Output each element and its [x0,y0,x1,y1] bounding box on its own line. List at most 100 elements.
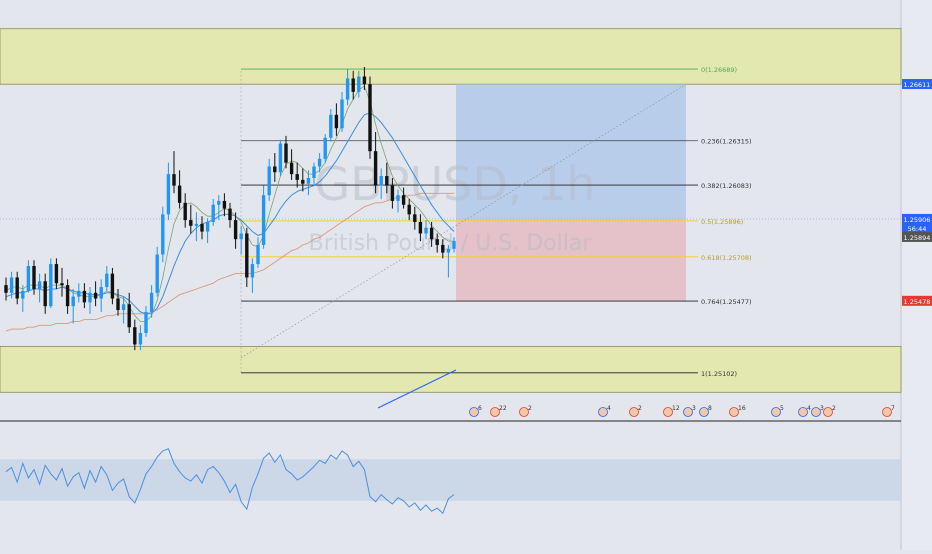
position-layer [0,84,901,301]
candle-body [441,244,445,253]
candle-body [222,200,227,209]
fib-label-0.764: 0.764(1.25477) [701,298,752,306]
event-marker-count: 4 [807,405,811,412]
candle-body [166,174,171,215]
candle-body [200,223,204,232]
events-layer: 6 22 2 4 2 12 3 8 16 5 4 3 2 7 [469,405,895,417]
candle-body [385,176,389,186]
candle-body [194,223,199,226]
position-stop-box [456,218,686,301]
event-marker-icon [683,407,693,417]
candle-body [121,304,126,311]
watermark-symbol: GBPUSD, 1h [315,157,596,211]
fib-label-0.618: 0.618(1.25708) [701,254,752,262]
event-marker-icon [699,407,709,417]
candle-body [334,114,339,129]
candle-body [49,264,53,307]
candle-body [65,285,70,307]
rsi-layer [0,448,901,515]
candle-body [373,151,378,186]
candle-body [233,220,238,240]
candle-body [401,195,406,205]
candle-body [21,290,25,299]
candle-body [390,185,395,201]
candle-body [301,179,305,184]
event-marker-icon [882,407,892,417]
event-marker-icon [469,407,479,417]
candle-body [245,233,249,278]
candle-body [228,208,232,221]
fib-label-0: 0(1.26689) [701,66,737,74]
price-label-bg [902,213,932,224]
fib-label-0.382: 0.382(1.26083) [701,182,752,190]
price-label: 1.25478 [904,298,931,306]
candle-body [172,174,176,186]
candle-body [177,185,182,203]
candle-body [289,162,294,175]
watermark-description: British Pound / U.S. Dollar [309,231,593,256]
candle-body [452,241,456,249]
event-marker-count: 5 [780,405,784,412]
candle-body [37,281,42,289]
event-marker-count: 4 [607,405,611,412]
candles-layer [4,66,456,351]
candle-body [116,298,120,311]
candle-body [362,76,367,85]
event-marker-count: 6 [478,405,482,412]
event-marker-count: 2 [832,405,836,412]
candle-body [446,248,451,253]
event-marker-icon [729,407,739,417]
event-marker-icon [490,407,500,417]
candle-body [351,78,355,92]
zones-layer [0,28,902,393]
candle-body [256,244,260,265]
price-label: 1.25906 [904,216,931,224]
candle-body [413,214,417,222]
candle-body [205,221,210,232]
candle-body [396,195,400,201]
candle-body [26,265,31,291]
candle-body [261,195,266,245]
price-label: 1.25894 [904,234,931,242]
candle-body [77,290,81,297]
candle-body [278,143,283,173]
price-label-bg [902,222,932,233]
candle-body [161,214,165,255]
candle-body [211,204,215,222]
candle-body [32,265,36,289]
candle-body [105,273,109,288]
candle-body [267,166,271,196]
candle-body [9,277,14,293]
candle-body [88,292,92,303]
trend-layer [240,83,687,409]
candle-body [368,84,372,152]
candle-body [345,78,350,100]
ma-slow-line [5,192,454,332]
candle-body [144,311,148,333]
price-label-bg [902,231,932,242]
blue-ray [377,369,457,409]
event-marker-icon [771,407,781,417]
candle-body [306,177,311,184]
candle-body [93,292,98,299]
price-label-bg [902,295,932,306]
candle-body [284,143,288,163]
candle-body [189,220,193,226]
event-marker-icon [663,407,673,417]
event-marker-count: 2 [638,405,642,412]
rsi-line [5,448,455,515]
fib-label-0.236: 0.236(1.26315) [701,138,752,146]
event-marker-count: 22 [499,405,507,412]
event-marker-count: 3 [692,405,696,412]
candle-body [99,287,103,299]
candle-body [435,239,439,245]
zone-0 [0,28,902,85]
event-marker-count: 12 [672,405,680,412]
event-marker-count: 8 [708,405,712,412]
candle-body [340,99,344,129]
price-axis-background [901,0,932,550]
price-label-bg [902,79,932,90]
